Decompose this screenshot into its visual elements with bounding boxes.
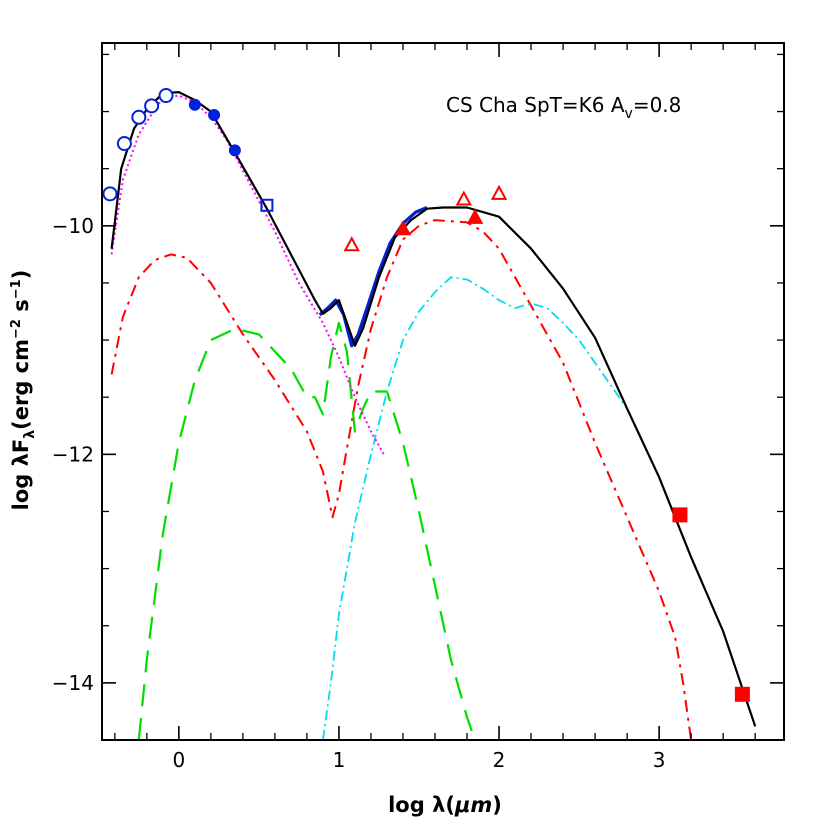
marker-open-square [260,198,274,212]
series-outer-wall-short-dash [110,219,693,741]
marker-open-circle [102,186,118,202]
marker-filled-circle [228,144,241,157]
x-tick-label: 2 [493,748,506,772]
marker-open-circle [131,109,147,125]
series-observed-spectrum [318,206,428,348]
plot-frame [101,42,785,741]
series-optically-thin-inner-disk-long-dash [137,321,477,741]
x-tick-label: 1 [333,748,346,772]
annotation-label: CS Cha SpT=K6 Av=0.8 [446,93,681,122]
marker-filled-circle [188,98,201,111]
marker-open-circle [144,98,160,114]
x-axis-title: log λ(μm) [388,793,502,817]
x-tick-label: 3 [653,748,666,772]
marker-layer [102,88,750,702]
series-total-model [110,91,757,727]
marker-filled-circle [208,108,221,121]
y-axis-title: log λFλ(erg cm−2 s−1) [9,270,38,511]
marker-filled-square [734,686,750,702]
tick-layer: 0 1 2 3 −10 −12 −14 [52,43,784,772]
annotation-subscript: v [625,106,633,122]
y-tick-label: −12 [52,442,94,466]
marker-filled-square [672,507,688,523]
marker-open-triangle [490,184,508,200]
marker-open-circle [116,136,132,152]
marker-open-circle [158,88,174,104]
marker-open-triangle [343,236,360,252]
y-tick-label: −14 [52,671,94,695]
y-tick-label: −10 [52,214,94,238]
marker-open-triangle [455,190,472,206]
marker-filled-triangle [394,220,412,236]
series-layer [110,91,757,741]
marker-filled-triangle [466,208,484,224]
x-tick-label: 0 [172,748,185,772]
